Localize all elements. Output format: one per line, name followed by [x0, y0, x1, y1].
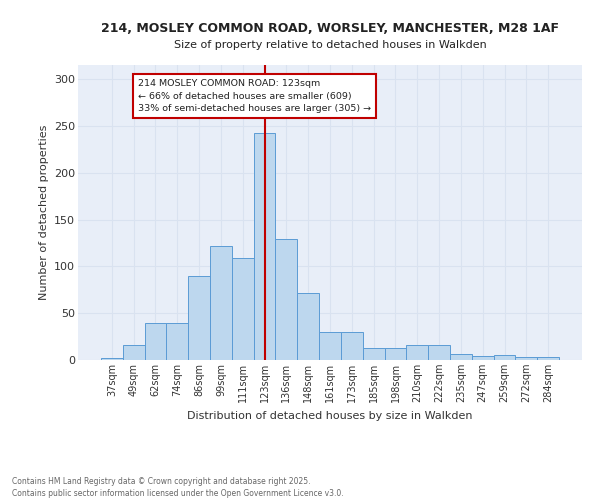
Bar — [515, 357, 537, 360]
Bar — [341, 332, 363, 360]
Bar — [472, 356, 494, 360]
Bar — [254, 134, 275, 360]
Bar — [188, 276, 210, 360]
Bar — [385, 348, 406, 360]
X-axis label: Distribution of detached houses by size in Walkden: Distribution of detached houses by size … — [187, 410, 473, 420]
Bar — [428, 345, 450, 360]
Bar — [319, 332, 341, 360]
Text: 214, MOSLEY COMMON ROAD, WORSLEY, MANCHESTER, M28 1AF: 214, MOSLEY COMMON ROAD, WORSLEY, MANCHE… — [101, 22, 559, 36]
Bar — [166, 322, 188, 360]
Bar — [297, 292, 319, 360]
Bar — [123, 345, 145, 360]
Bar — [363, 348, 385, 360]
Bar — [145, 322, 166, 360]
Bar — [232, 258, 254, 360]
Y-axis label: Number of detached properties: Number of detached properties — [38, 125, 49, 300]
Bar — [210, 246, 232, 360]
Bar — [406, 345, 428, 360]
Bar — [537, 357, 559, 360]
Bar — [450, 354, 472, 360]
Text: Size of property relative to detached houses in Walkden: Size of property relative to detached ho… — [173, 40, 487, 50]
Text: Contains HM Land Registry data © Crown copyright and database right 2025.
Contai: Contains HM Land Registry data © Crown c… — [12, 476, 344, 498]
Bar — [275, 239, 297, 360]
Bar — [494, 356, 515, 360]
Text: 214 MOSLEY COMMON ROAD: 123sqm
← 66% of detached houses are smaller (609)
33% of: 214 MOSLEY COMMON ROAD: 123sqm ← 66% of … — [138, 79, 371, 113]
Bar — [101, 358, 123, 360]
